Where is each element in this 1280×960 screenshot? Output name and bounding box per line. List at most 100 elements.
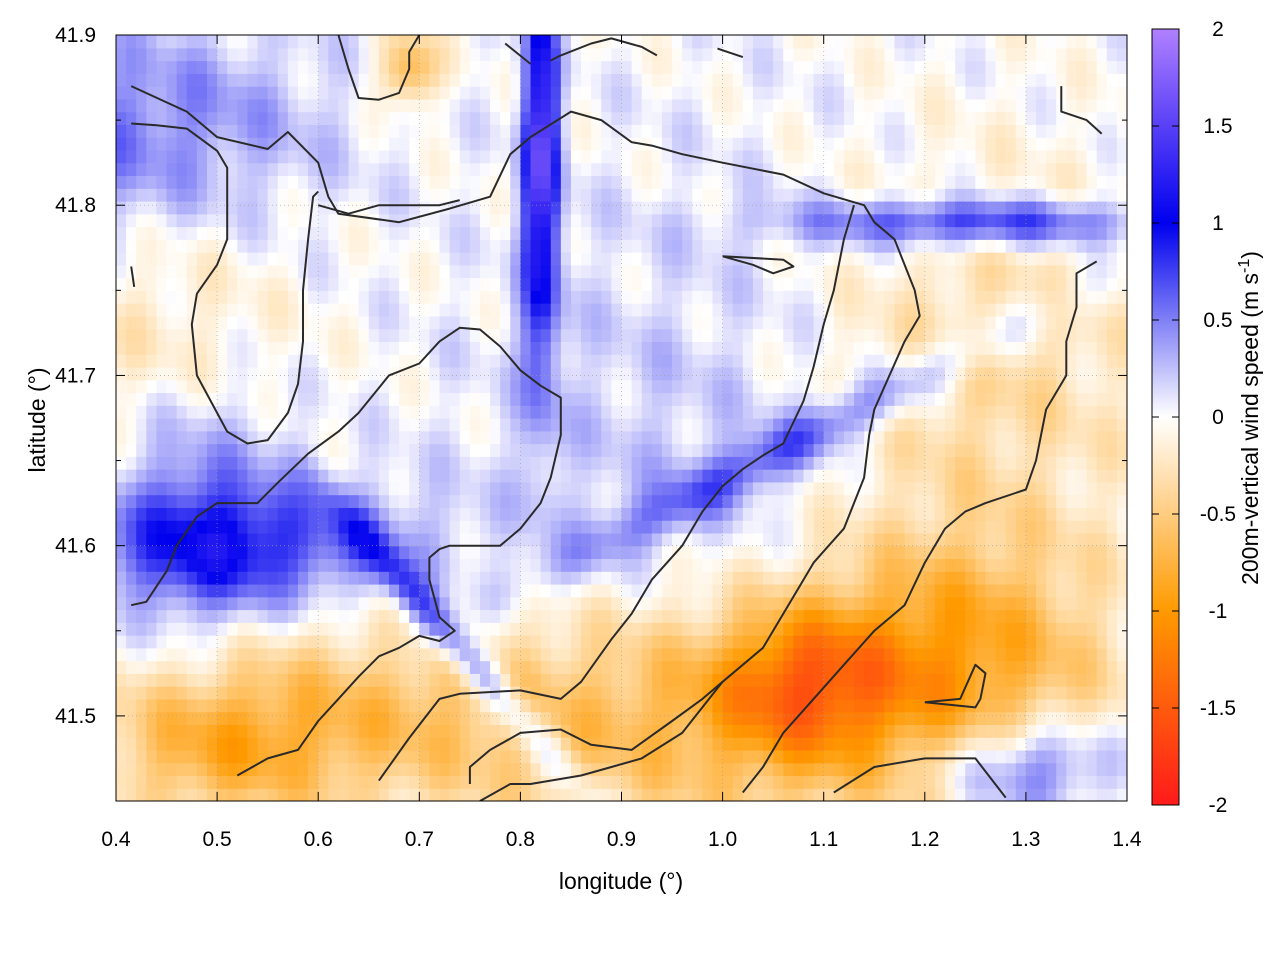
heatmap-cell [348,366,360,381]
heatmap-cell [399,762,410,777]
heatmap-cell [338,571,350,585]
heatmap-cell [490,469,501,483]
heatmap-cell [732,405,744,419]
heatmap-cell [429,341,441,355]
heatmap-cell [338,366,350,381]
heatmap-cell [591,724,602,738]
heatmap-cell [1076,571,1088,585]
heatmap-cell [510,341,521,355]
heatmap-cell [843,635,855,649]
heatmap-cell [611,303,623,317]
heatmap-cell [328,469,340,483]
heatmap-cell [843,749,855,764]
heatmap-cell [924,200,936,215]
heatmap-cell [611,443,623,457]
heatmap-cell [206,635,218,649]
heatmap-cell [621,366,633,381]
heatmap-cell [843,315,855,330]
heatmap-cell [874,724,885,738]
heatmap-cell [712,341,724,355]
heatmap-cell [146,328,158,342]
heatmap-cell [540,737,552,751]
heatmap-cell [864,520,875,534]
heatmap-cell [247,762,259,777]
heatmap-cell [560,392,572,406]
heatmap-cell [914,660,926,674]
heatmap-cell [843,200,855,215]
heatmap-cell [419,583,431,598]
heatmap-cell [399,596,410,611]
heatmap-cell [884,507,896,521]
heatmap-cell [742,469,754,483]
heatmap-cell [641,507,653,521]
heatmap-cell [621,583,633,598]
heatmap-cell [297,494,309,508]
heatmap-cell [945,545,956,560]
heatmap-cell [156,609,168,623]
heatmap-cell [1066,749,1078,764]
heatmap-cell [338,315,350,330]
heatmap-cell [459,788,471,801]
heatmap-cell [874,341,885,355]
heatmap-cell [146,737,158,751]
heatmap-cell [884,405,896,419]
heatmap-cell [843,520,855,534]
heatmap-cell [378,354,390,368]
heatmap-cell [348,341,360,355]
heatmap-cell [338,379,350,394]
heatmap-cell [338,264,350,279]
heatmap-cell [1116,583,1127,598]
heatmap-cell [904,711,916,725]
heatmap-cell [520,341,532,355]
heatmap-cell [985,647,997,662]
heatmap-cell [783,341,794,355]
heatmap-cell [409,532,420,547]
heatmap-cell [297,673,309,687]
heatmap-cell [843,724,855,738]
heatmap-cell [257,686,269,700]
heatmap-cell [530,749,542,764]
heatmap-cell [318,303,329,317]
heatmap-cell [975,264,987,279]
heatmap-cell [257,354,269,368]
heatmap-cell [1046,673,1057,687]
heatmap-cell [813,354,825,368]
heatmap-cell [227,290,238,304]
heatmap-cell [945,315,956,330]
heatmap-cell [378,252,390,266]
heatmap-cell [388,430,400,445]
heatmap-cell [196,647,208,662]
heatmap-cell [732,290,744,304]
heatmap-cell [277,162,289,177]
heatmap-cell [368,290,380,304]
heatmap-cell [338,724,350,738]
heatmap-cell [116,162,127,177]
heatmap-cell [985,596,997,611]
heatmap-cell [914,788,926,801]
heatmap-cell [388,635,400,649]
heatmap-cell [176,494,188,508]
heatmap-cell [722,469,734,483]
heatmap-cell [1015,520,1027,534]
heatmap-cell [601,686,612,700]
heatmap-cell [934,252,946,266]
heatmap-cell [217,213,228,228]
heatmap-cell [560,673,572,687]
heatmap-cell [116,660,127,674]
heatmap-cell [186,635,198,649]
heatmap-cell [297,788,309,801]
heatmap-cell [459,469,471,483]
heatmap-cell [843,596,855,611]
heatmap-cell [1096,494,1108,508]
heatmap-cell [368,162,380,177]
heatmap-cell [1096,583,1108,598]
heatmap-cell [429,315,441,330]
heatmap-cell [217,277,228,291]
heatmap-cell [530,762,542,777]
heatmap-cell [581,315,592,330]
heatmap-cell [793,392,805,406]
heatmap-cell [1106,392,1118,406]
heatmap-cell [560,379,572,394]
heatmap-cell [591,481,602,496]
heatmap-cell [874,711,885,725]
